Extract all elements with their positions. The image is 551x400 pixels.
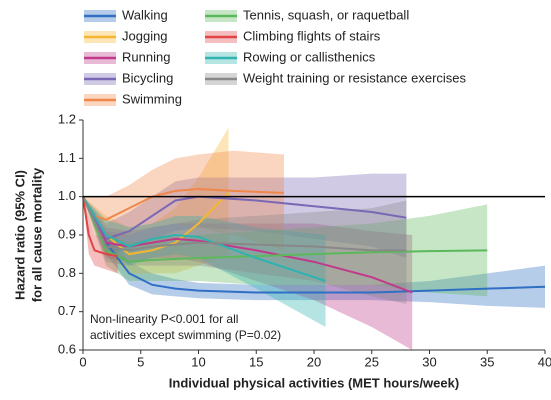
legend-label: Weight training or resistance exercises [243,70,467,85]
ci-band [83,196,413,350]
series-line [82,196,326,282]
x-tick-label: 35 [480,354,494,369]
legend-label: Tennis, squash, or raquetball [243,7,409,22]
ci-band [83,196,545,308]
series-line [82,195,407,241]
series-line [82,196,546,294]
series-line [82,196,118,258]
legend-label: Jogging [122,28,168,43]
x-tick-label: 15 [249,354,263,369]
series-line [82,196,407,252]
x-tick-label: 25 [365,354,379,369]
x-tick-label: 30 [422,354,436,369]
ci-band [83,150,284,251]
y-tick-label: 1.0 [58,188,76,203]
y-tick-label: 0.6 [58,341,76,356]
x-axis-label: Individual physical activities (MET hour… [169,375,459,390]
legend-label: Running [122,49,170,64]
legend-label: Bicycling [122,70,173,85]
annotation: activities except swimming (P=0.02) [90,328,281,342]
y-axis-label: Hazard ratio (95% CI) [12,170,27,300]
y-tick-label: 0.8 [58,265,76,280]
annotation: Non-linearity P<0.001 for all [90,312,238,326]
lines [82,187,546,294]
series-line [82,196,413,294]
x-tick-label: 10 [191,354,205,369]
x-tick-label: 0 [79,354,86,369]
y-tick-label: 0.9 [58,226,76,241]
legend-label: Swimming [122,91,182,106]
x-tick-label: 20 [307,354,321,369]
x-tick-label: 5 [137,354,144,369]
legend-label: Walking [122,7,168,22]
legend-label: Rowing or callisthenics [243,49,376,64]
y-tick-label: 1.1 [58,150,76,165]
y-tick-label: 1.2 [58,111,76,126]
y-axis-label: for all cause mortality [29,167,44,302]
ci-band [83,196,407,304]
legend-label: Climbing flights of stairs [243,28,381,43]
x-tick-label: 40 [538,354,551,369]
y-tick-label: 0.7 [58,303,76,318]
ci-band [83,196,326,327]
